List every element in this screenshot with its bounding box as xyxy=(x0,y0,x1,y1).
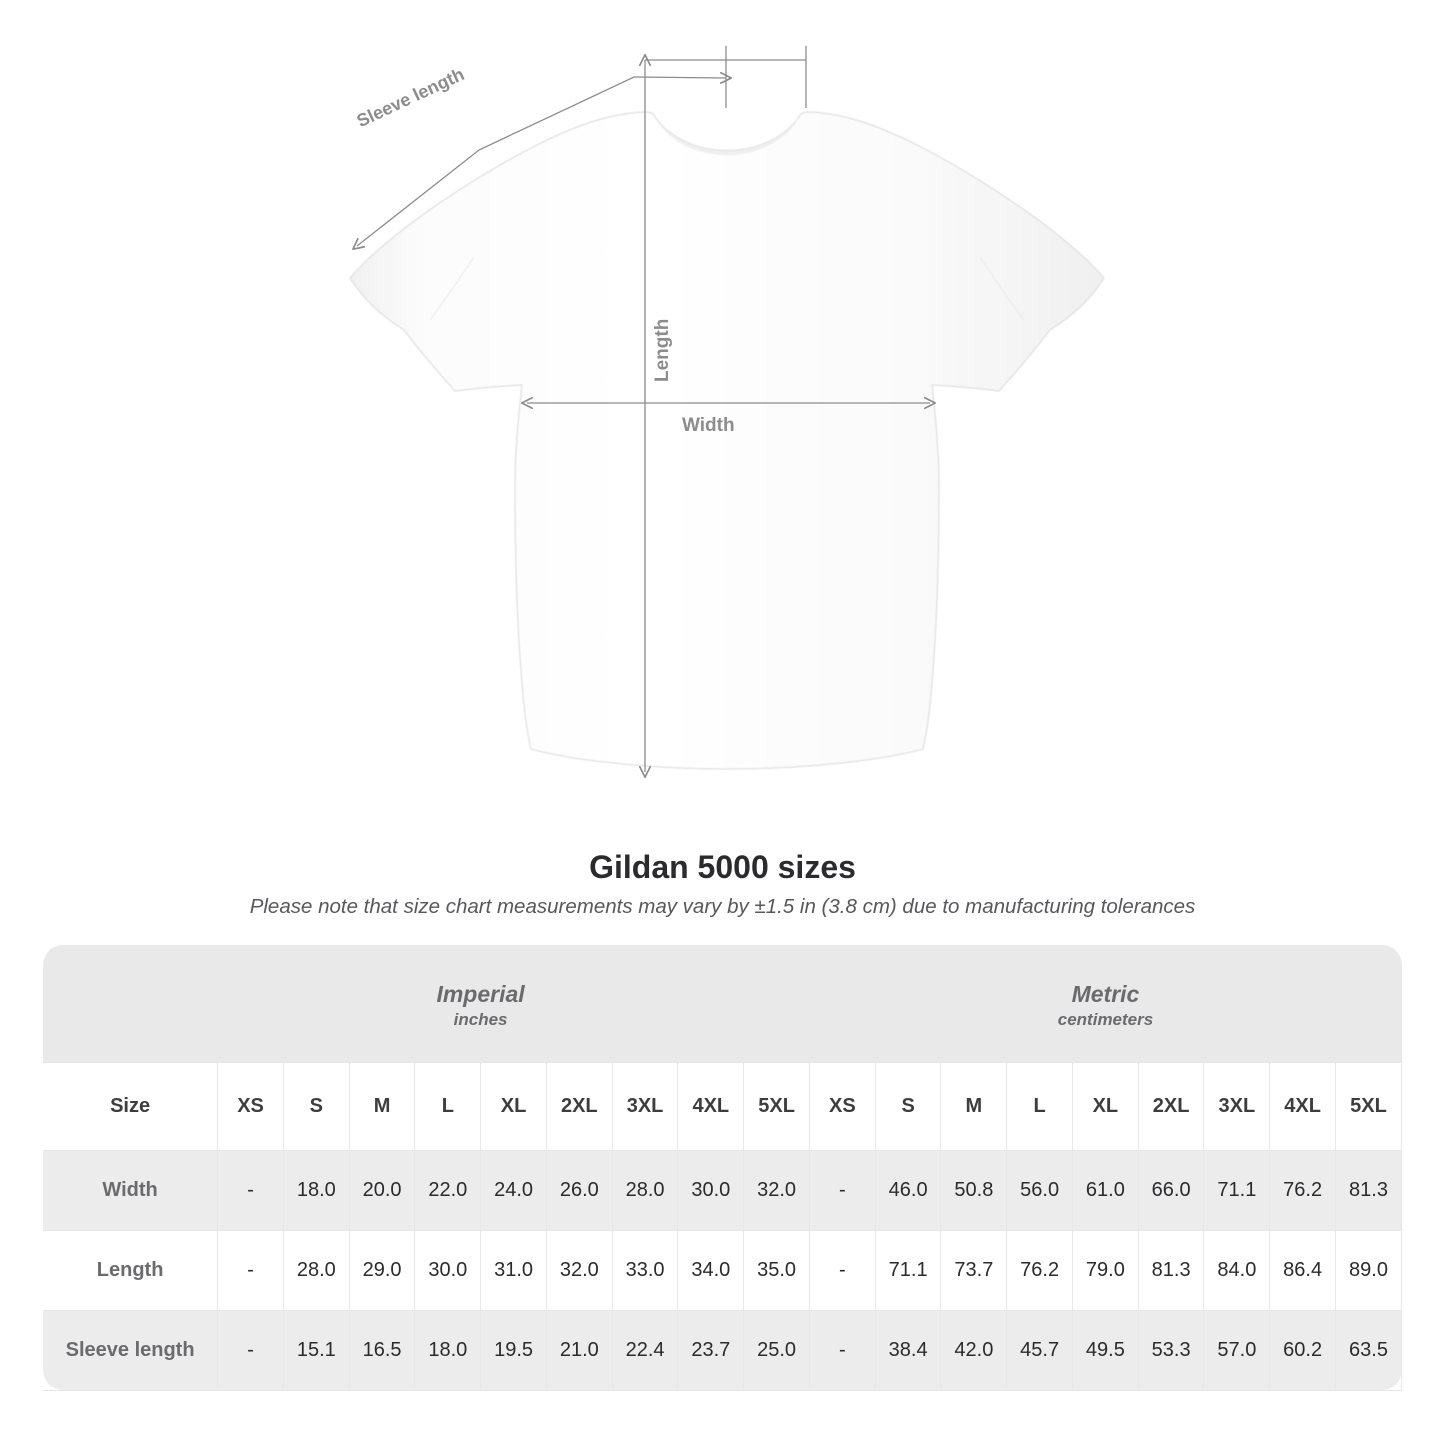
svg-text:Width: Width xyxy=(682,415,735,436)
svg-text:Length: Length xyxy=(652,319,673,382)
svg-text:Sleeve length: Sleeve length xyxy=(354,64,468,131)
